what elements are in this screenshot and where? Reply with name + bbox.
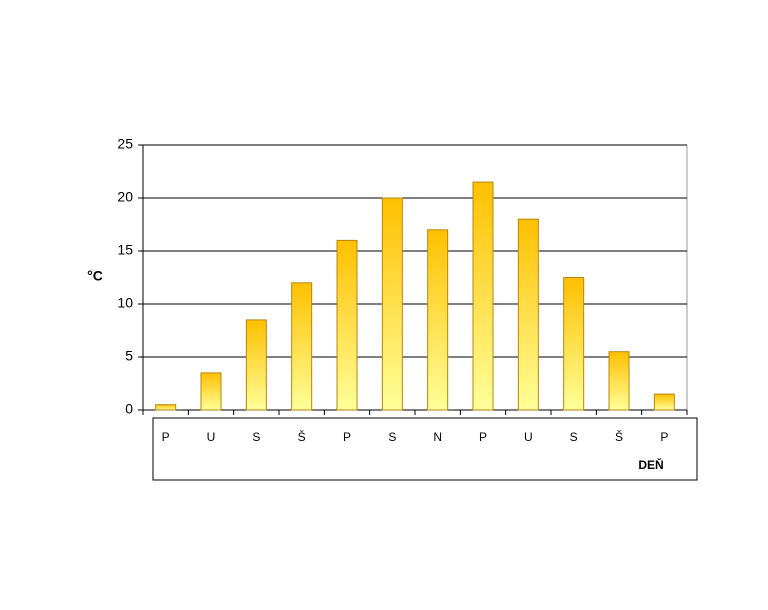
y-tick-label: 0 bbox=[125, 401, 133, 417]
y-tick-label: 25 bbox=[117, 136, 133, 152]
bar bbox=[336, 239, 358, 411]
y-tick-label: 10 bbox=[117, 295, 133, 311]
bar bbox=[608, 351, 630, 411]
x-tick-label: U bbox=[207, 430, 216, 444]
x-tick-label: P bbox=[479, 430, 487, 444]
x-tick-label: P bbox=[343, 430, 351, 444]
bar bbox=[563, 277, 585, 411]
x-tick-label: S bbox=[388, 430, 396, 444]
bar bbox=[517, 218, 539, 411]
plot-frame bbox=[142, 144, 688, 411]
bar bbox=[155, 404, 177, 411]
bar bbox=[381, 197, 403, 411]
x-tick-label: S bbox=[570, 430, 578, 444]
x-tick-label: P bbox=[660, 430, 668, 444]
x-axis-label: DEŇ bbox=[638, 457, 663, 472]
y-axis-label: °C bbox=[87, 268, 103, 284]
y-tick-label: 20 bbox=[117, 189, 133, 205]
bar bbox=[427, 229, 449, 411]
x-tick-label: U bbox=[524, 430, 533, 444]
bar bbox=[472, 181, 494, 411]
y-tick-label: 15 bbox=[117, 242, 133, 258]
bar bbox=[200, 372, 222, 411]
bar bbox=[653, 393, 675, 411]
bar bbox=[291, 282, 313, 411]
x-tick-label: P bbox=[162, 430, 170, 444]
y-tick-label: 5 bbox=[125, 348, 133, 364]
x-tick-label: Š bbox=[298, 429, 306, 444]
x-tick-label: Š bbox=[615, 429, 623, 444]
x-tick-label: S bbox=[252, 430, 260, 444]
x-tick-label: N bbox=[433, 430, 442, 444]
bar bbox=[245, 319, 267, 411]
category-box bbox=[152, 417, 698, 481]
